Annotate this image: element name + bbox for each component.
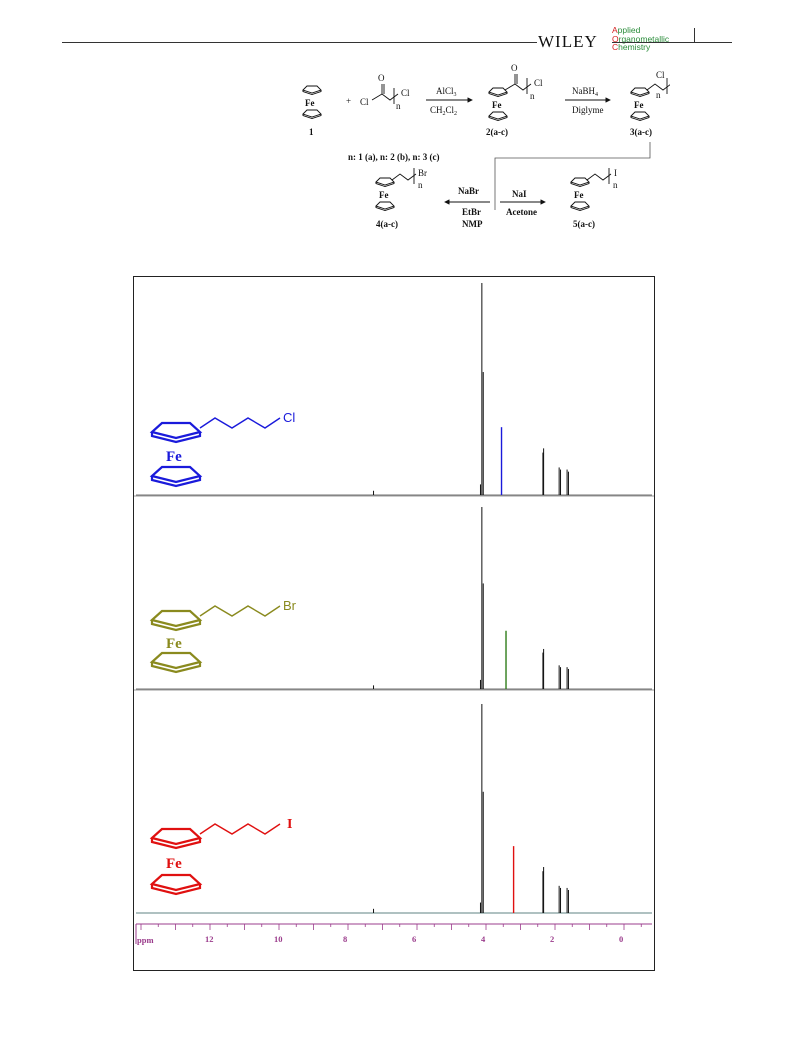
chloro-2: Cl (534, 78, 543, 88)
axis-tick-label: 0 (619, 934, 623, 944)
axis-tick-label: 10 (274, 934, 283, 944)
spectrum-peaks-bromo (373, 507, 569, 689)
journal-line-3: Chemistry (612, 42, 651, 52)
compound-label-2: 2(a-c) (486, 127, 508, 137)
spectrum-panel-chloro: Cl Fe (136, 283, 652, 496)
journal-title: Applied Organometallic Chemistry (612, 26, 669, 52)
carbonyl-o-1: O (378, 73, 385, 83)
fe-label-4: Fe (379, 190, 389, 200)
n-label-4: n (418, 180, 423, 190)
fe-label-bromo: Fe (166, 636, 182, 652)
n-values-legend: n: 1 (a), n: 2 (b), n: 3 (c) (348, 152, 440, 162)
journal-line-1: Applied (612, 25, 641, 35)
axis-tick-label: 6 (412, 934, 416, 944)
compound-4: Fe (375, 168, 417, 211)
halogen-label-i: I (287, 817, 292, 832)
spectrum-peaks-iodo (373, 704, 569, 913)
reagent-ch2cl2: CH2Cl2 (430, 105, 457, 117)
carbonyl-o-2: O (511, 63, 518, 73)
plus-sign: + (346, 96, 351, 106)
reagent-nmp: NMP (462, 219, 483, 229)
n-label-1: n (396, 101, 401, 111)
chloro-1b: Cl (401, 88, 410, 98)
reagent-nabr: NaBr (458, 186, 479, 196)
halogen-label-cl: Cl (283, 410, 295, 425)
compound-5: Fe (570, 168, 612, 211)
nmr-figure-frame (133, 276, 655, 971)
spectrum-panel-iodo: I Fe (136, 704, 652, 914)
compound-label-1: 1 (309, 127, 314, 137)
acyl-chloride (371, 84, 399, 104)
compound-label-4: 4(a-c) (376, 219, 398, 229)
compound-2: Fe (488, 74, 532, 121)
axis-tick-label: 4 (481, 934, 486, 944)
synthesis-scheme: Fe 1 + O Cl Cl n AlCl3 CH2Cl2 Fe O Cl n … (302, 63, 670, 229)
header-rule-left (62, 42, 537, 43)
chloro-1a: Cl (360, 97, 369, 107)
bromo-structure (150, 605, 281, 674)
header-tick (694, 28, 695, 42)
n-label-3: n (656, 90, 661, 100)
compound-label-3: 3(a-c) (630, 127, 652, 137)
n-label-2: n (530, 91, 535, 101)
journal-line-1-rest: pplied (617, 25, 641, 35)
journal-line-2-rest: rganometallic (618, 33, 670, 44)
reagent-diglyme: Diglyme (572, 105, 604, 115)
publisher-logo: WILEY (538, 32, 598, 51)
compound-3: Fe (630, 78, 670, 121)
header-rule-right (612, 42, 732, 43)
ferrocene-1: Fe 1 (302, 85, 322, 137)
spectrum-panel-bromo: Br Fe (136, 507, 652, 690)
axis-unit-label: ppm (137, 935, 154, 945)
chloro-structure (150, 417, 281, 488)
iodo-5: I (614, 168, 617, 178)
axis-ticks: 12 10 8 6 4 2 0 (140, 924, 642, 944)
iodo-structure (150, 823, 281, 896)
halogen-label-br: Br (283, 598, 297, 613)
fe-label-1: Fe (305, 98, 315, 108)
bromo-4: Br (418, 168, 427, 178)
axis-tick-label: 12 (205, 934, 214, 944)
fe-label-chloro: Fe (166, 449, 182, 465)
axis-tick-label: 8 (343, 934, 347, 944)
fe-label-5: Fe (574, 190, 584, 200)
reagent-nabh4: NaBH4 (572, 86, 598, 98)
fe-label-2: Fe (492, 100, 502, 110)
fe-label-iodo: Fe (166, 856, 182, 872)
journal-line-2: Organometallic (612, 33, 670, 44)
n-label-5: n (613, 180, 618, 190)
journal-line-3-rest: hemistry (618, 42, 651, 52)
axis-tick-label: 2 (550, 934, 554, 944)
reagent-etbr: EtBr (462, 207, 481, 217)
chloro-3: Cl (656, 70, 665, 80)
reagent-alcl3: AlCl3 (436, 86, 457, 98)
reagent-nai: NaI (512, 189, 527, 199)
fe-label-3: Fe (634, 100, 644, 110)
ppm-axis: 12 10 8 6 4 2 0 ppm (135, 923, 652, 945)
spectrum-peaks-chloro (373, 283, 569, 495)
reagent-acetone: Acetone (506, 207, 537, 217)
compound-label-5: 5(a-c) (573, 219, 595, 229)
